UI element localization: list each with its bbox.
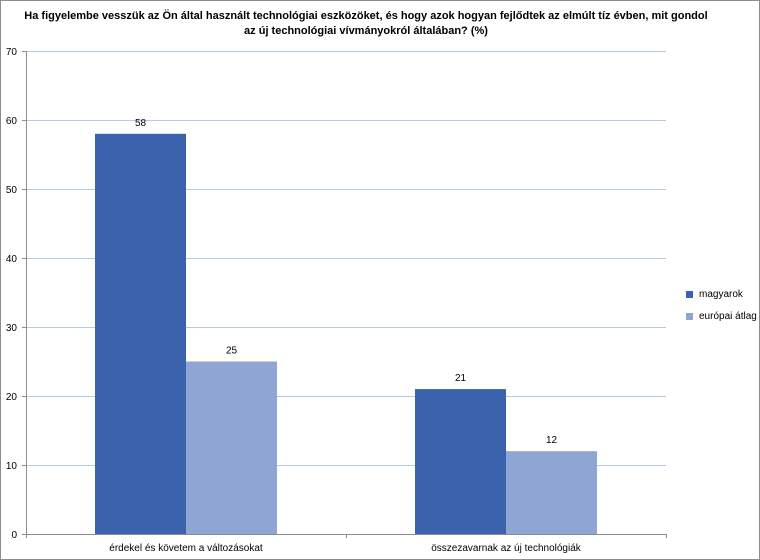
data-label-0-0: 58 [135, 118, 147, 129]
bar-0-0 [95, 133, 186, 535]
data-label-0-1: 21 [455, 373, 467, 384]
legend-swatch-europai-atlag [686, 312, 693, 320]
bar-1-0 [186, 361, 277, 534]
y-tick-label-0: 0 [11, 530, 17, 541]
bar-1-1 [506, 451, 597, 534]
y-tick-label-60: 60 [6, 116, 18, 127]
y-tick-label-30: 30 [6, 323, 18, 334]
legend-item-magyarok: magyarok [686, 283, 757, 305]
legend-label-magyarok: magyarok [699, 288, 743, 300]
y-tick-label-40: 40 [6, 254, 18, 265]
chart-title-line-2: az új technológiai vívmányokról általába… [244, 25, 488, 37]
bar-0-1 [415, 389, 506, 534]
chart-title-line-1: Ha figyelembe vesszük az Ön által haszná… [24, 10, 708, 22]
data-label-1-1: 12 [546, 435, 558, 446]
x-tick-label-0: érdekel és követem a változásokat [109, 543, 263, 554]
legend-swatch-magyarok [686, 290, 693, 298]
x-tick-label-1: összezavarnak az új technológiák [431, 543, 582, 554]
legend-item-europai-atlag: európai átlag [686, 305, 757, 327]
legend-label-europai-atlag: európai átlag [699, 310, 757, 322]
legend: magyarok európai átlag [686, 283, 757, 327]
y-tick-label-20: 20 [6, 392, 18, 403]
data-label-1-0: 25 [226, 346, 238, 357]
y-tick-label-10: 10 [6, 461, 18, 472]
y-tick-label-50: 50 [6, 185, 18, 196]
y-tick-label-70: 70 [6, 47, 18, 58]
